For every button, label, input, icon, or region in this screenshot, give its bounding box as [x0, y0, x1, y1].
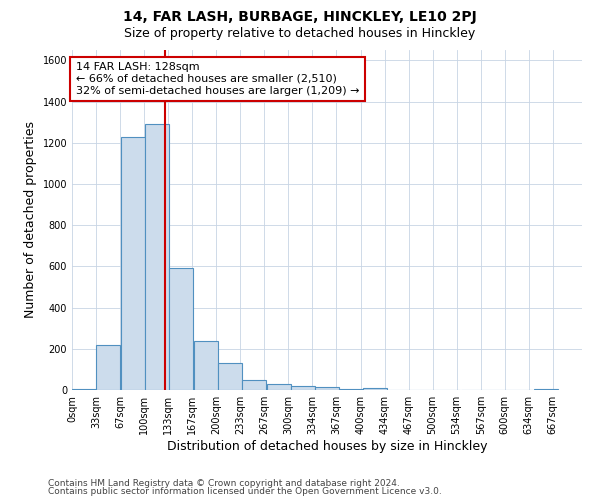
- Y-axis label: Number of detached properties: Number of detached properties: [24, 122, 37, 318]
- Bar: [121, 136, 145, 390]
- Bar: [242, 380, 266, 390]
- Bar: [534, 389, 558, 390]
- Text: Contains HM Land Registry data © Crown copyright and database right 2024.: Contains HM Land Registry data © Crown c…: [48, 478, 400, 488]
- Bar: [340, 389, 364, 390]
- Text: Size of property relative to detached houses in Hinckley: Size of property relative to detached ho…: [124, 28, 476, 40]
- Text: 14, FAR LASH, BURBAGE, HINCKLEY, LE10 2PJ: 14, FAR LASH, BURBAGE, HINCKLEY, LE10 2P…: [123, 10, 477, 24]
- Bar: [290, 386, 314, 390]
- Text: Contains public sector information licensed under the Open Government Licence v3: Contains public sector information licen…: [48, 487, 442, 496]
- Bar: [316, 387, 340, 390]
- Bar: [145, 124, 169, 390]
- Bar: [72, 389, 96, 390]
- Bar: [266, 384, 290, 390]
- Bar: [194, 340, 218, 390]
- Text: 14 FAR LASH: 128sqm
← 66% of detached houses are smaller (2,510)
32% of semi-det: 14 FAR LASH: 128sqm ← 66% of detached ho…: [76, 62, 359, 96]
- Bar: [218, 363, 242, 390]
- Bar: [364, 388, 388, 390]
- Bar: [169, 268, 193, 390]
- X-axis label: Distribution of detached houses by size in Hinckley: Distribution of detached houses by size …: [167, 440, 487, 453]
- Bar: [96, 344, 120, 390]
